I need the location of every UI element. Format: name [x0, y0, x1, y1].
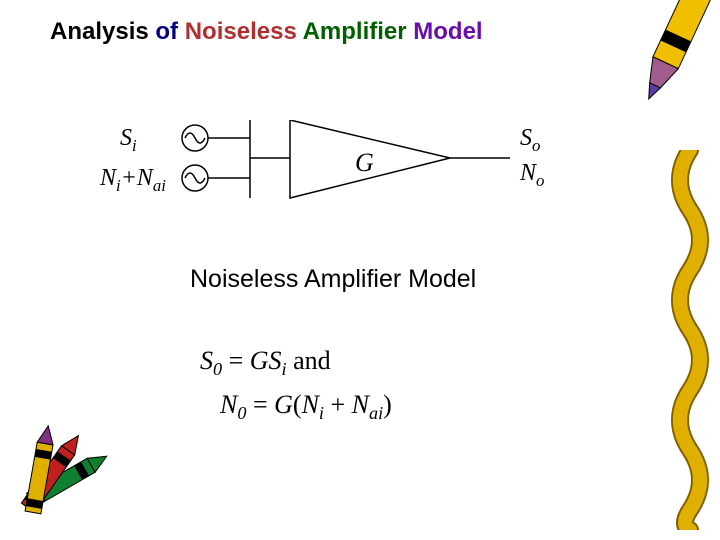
equations-block: S0 = GSi and N0 = G(Ni + Nai) [200, 340, 392, 429]
label-gain: G [355, 148, 374, 178]
ni-plus: + [121, 165, 137, 191]
label-so: So [520, 125, 540, 156]
eq2-open: ( [293, 390, 302, 419]
si-base: S [120, 125, 132, 151]
no-base: N [520, 160, 536, 186]
title-word-5: Model [413, 18, 482, 45]
so-base: S [520, 125, 532, 151]
diagram-caption: Noiseless Amplifier Model [190, 265, 476, 294]
label-ni: Ni+Nai [100, 165, 166, 196]
so-sub: o [532, 136, 540, 155]
title-word-1: Analysis [50, 18, 149, 45]
page-title: Analysis of Noiseless Amplifier Model [50, 18, 483, 46]
equation-2: N0 = G(Ni + Nai) [220, 384, 392, 428]
ni-sub2: ai [153, 176, 166, 195]
amplifier-diagram: Si Ni+Nai G So No [120, 120, 620, 260]
title-word-4: Amplifier [303, 18, 407, 45]
eq2-eq: = [246, 390, 274, 419]
ni-n2: N [137, 165, 153, 191]
eq2-g: G [274, 390, 293, 419]
eq2-nai: N [352, 390, 369, 419]
eq2-nai-sub: ai [369, 404, 383, 424]
eq1-eq: = [222, 346, 250, 375]
title-word-3: Noiseless [185, 18, 297, 45]
squiggle-decoration-icon [670, 150, 710, 530]
title-word-2: of [155, 18, 178, 45]
diagram-svg [120, 120, 620, 260]
equation-1: S0 = GSi and [200, 340, 392, 384]
label-no: No [520, 160, 544, 191]
ni-n1: N [100, 165, 116, 191]
eq1-sub0: 0 [213, 359, 222, 379]
eq1-gs: GS [250, 346, 282, 375]
eq1-and: and [287, 346, 331, 375]
no-sub: o [536, 171, 544, 190]
eq1-s: S [200, 346, 213, 375]
crayon-top-right-icon [620, 0, 720, 110]
eq2-plus: + [324, 390, 352, 419]
eq2-close: ) [383, 390, 392, 419]
crayons-bottom-left-icon [5, 420, 125, 530]
eq2-n: N [220, 390, 237, 419]
eq2-ni: N [302, 390, 319, 419]
si-sub: i [132, 136, 137, 155]
label-si: Si [120, 125, 137, 156]
